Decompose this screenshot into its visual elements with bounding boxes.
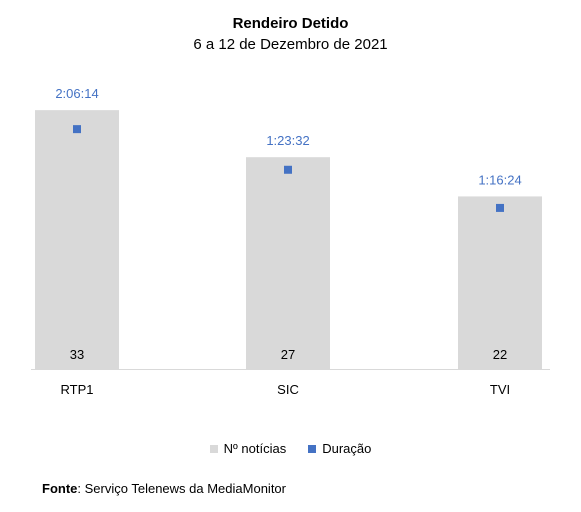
duration-label-rtp1: 2:06:14 <box>55 86 98 101</box>
chart-plot-area: 33 RTP1 2:06:14 27 SIC 1:23:32 22 TVI 1:16:24 <box>31 86 550 397</box>
source-separator: : <box>77 481 82 496</box>
legend-item-duration: Duração <box>308 441 371 456</box>
source-label: Fonte <box>42 481 78 496</box>
duration-marker-rtp1 <box>73 125 81 134</box>
legend-swatch-news-count <box>209 444 218 453</box>
source-note: Fonte: Serviço Telenews da MediaMonitor <box>42 481 286 496</box>
bar-value-label-sic: 27 <box>281 347 295 362</box>
bar-tvi <box>458 196 542 369</box>
chart-legend: Nº notícias Duração <box>0 441 581 456</box>
duration-marker-tvi <box>496 203 504 212</box>
bar-value-label-rtp1: 33 <box>70 347 84 362</box>
category-label-rtp1: RTP1 <box>61 382 94 397</box>
legend-swatch-duration <box>308 444 317 453</box>
category-label-sic: SIC <box>277 382 299 397</box>
duration-marker-sic <box>284 165 292 174</box>
chart-subtitle: 6 a 12 de Dezembro de 2021 <box>193 36 388 53</box>
source-text: Serviço Telenews da MediaMonitor <box>81 481 286 496</box>
duration-label-tvi: 1:16:24 <box>478 172 521 187</box>
legend-item-news-count: Nº notícias <box>209 441 287 456</box>
bar-sic <box>246 157 330 369</box>
chart-title: Rendeiro Detido <box>232 15 349 32</box>
bar-value-label-tvi: 22 <box>493 347 507 362</box>
category-label-tvi: TVI <box>490 382 510 397</box>
legend-label-duration: Duração <box>322 441 372 456</box>
duration-label-sic: 1:23:32 <box>266 133 309 148</box>
bar-rtp1 <box>35 110 119 369</box>
legend-label-news-count: Nº notícias <box>223 441 287 456</box>
